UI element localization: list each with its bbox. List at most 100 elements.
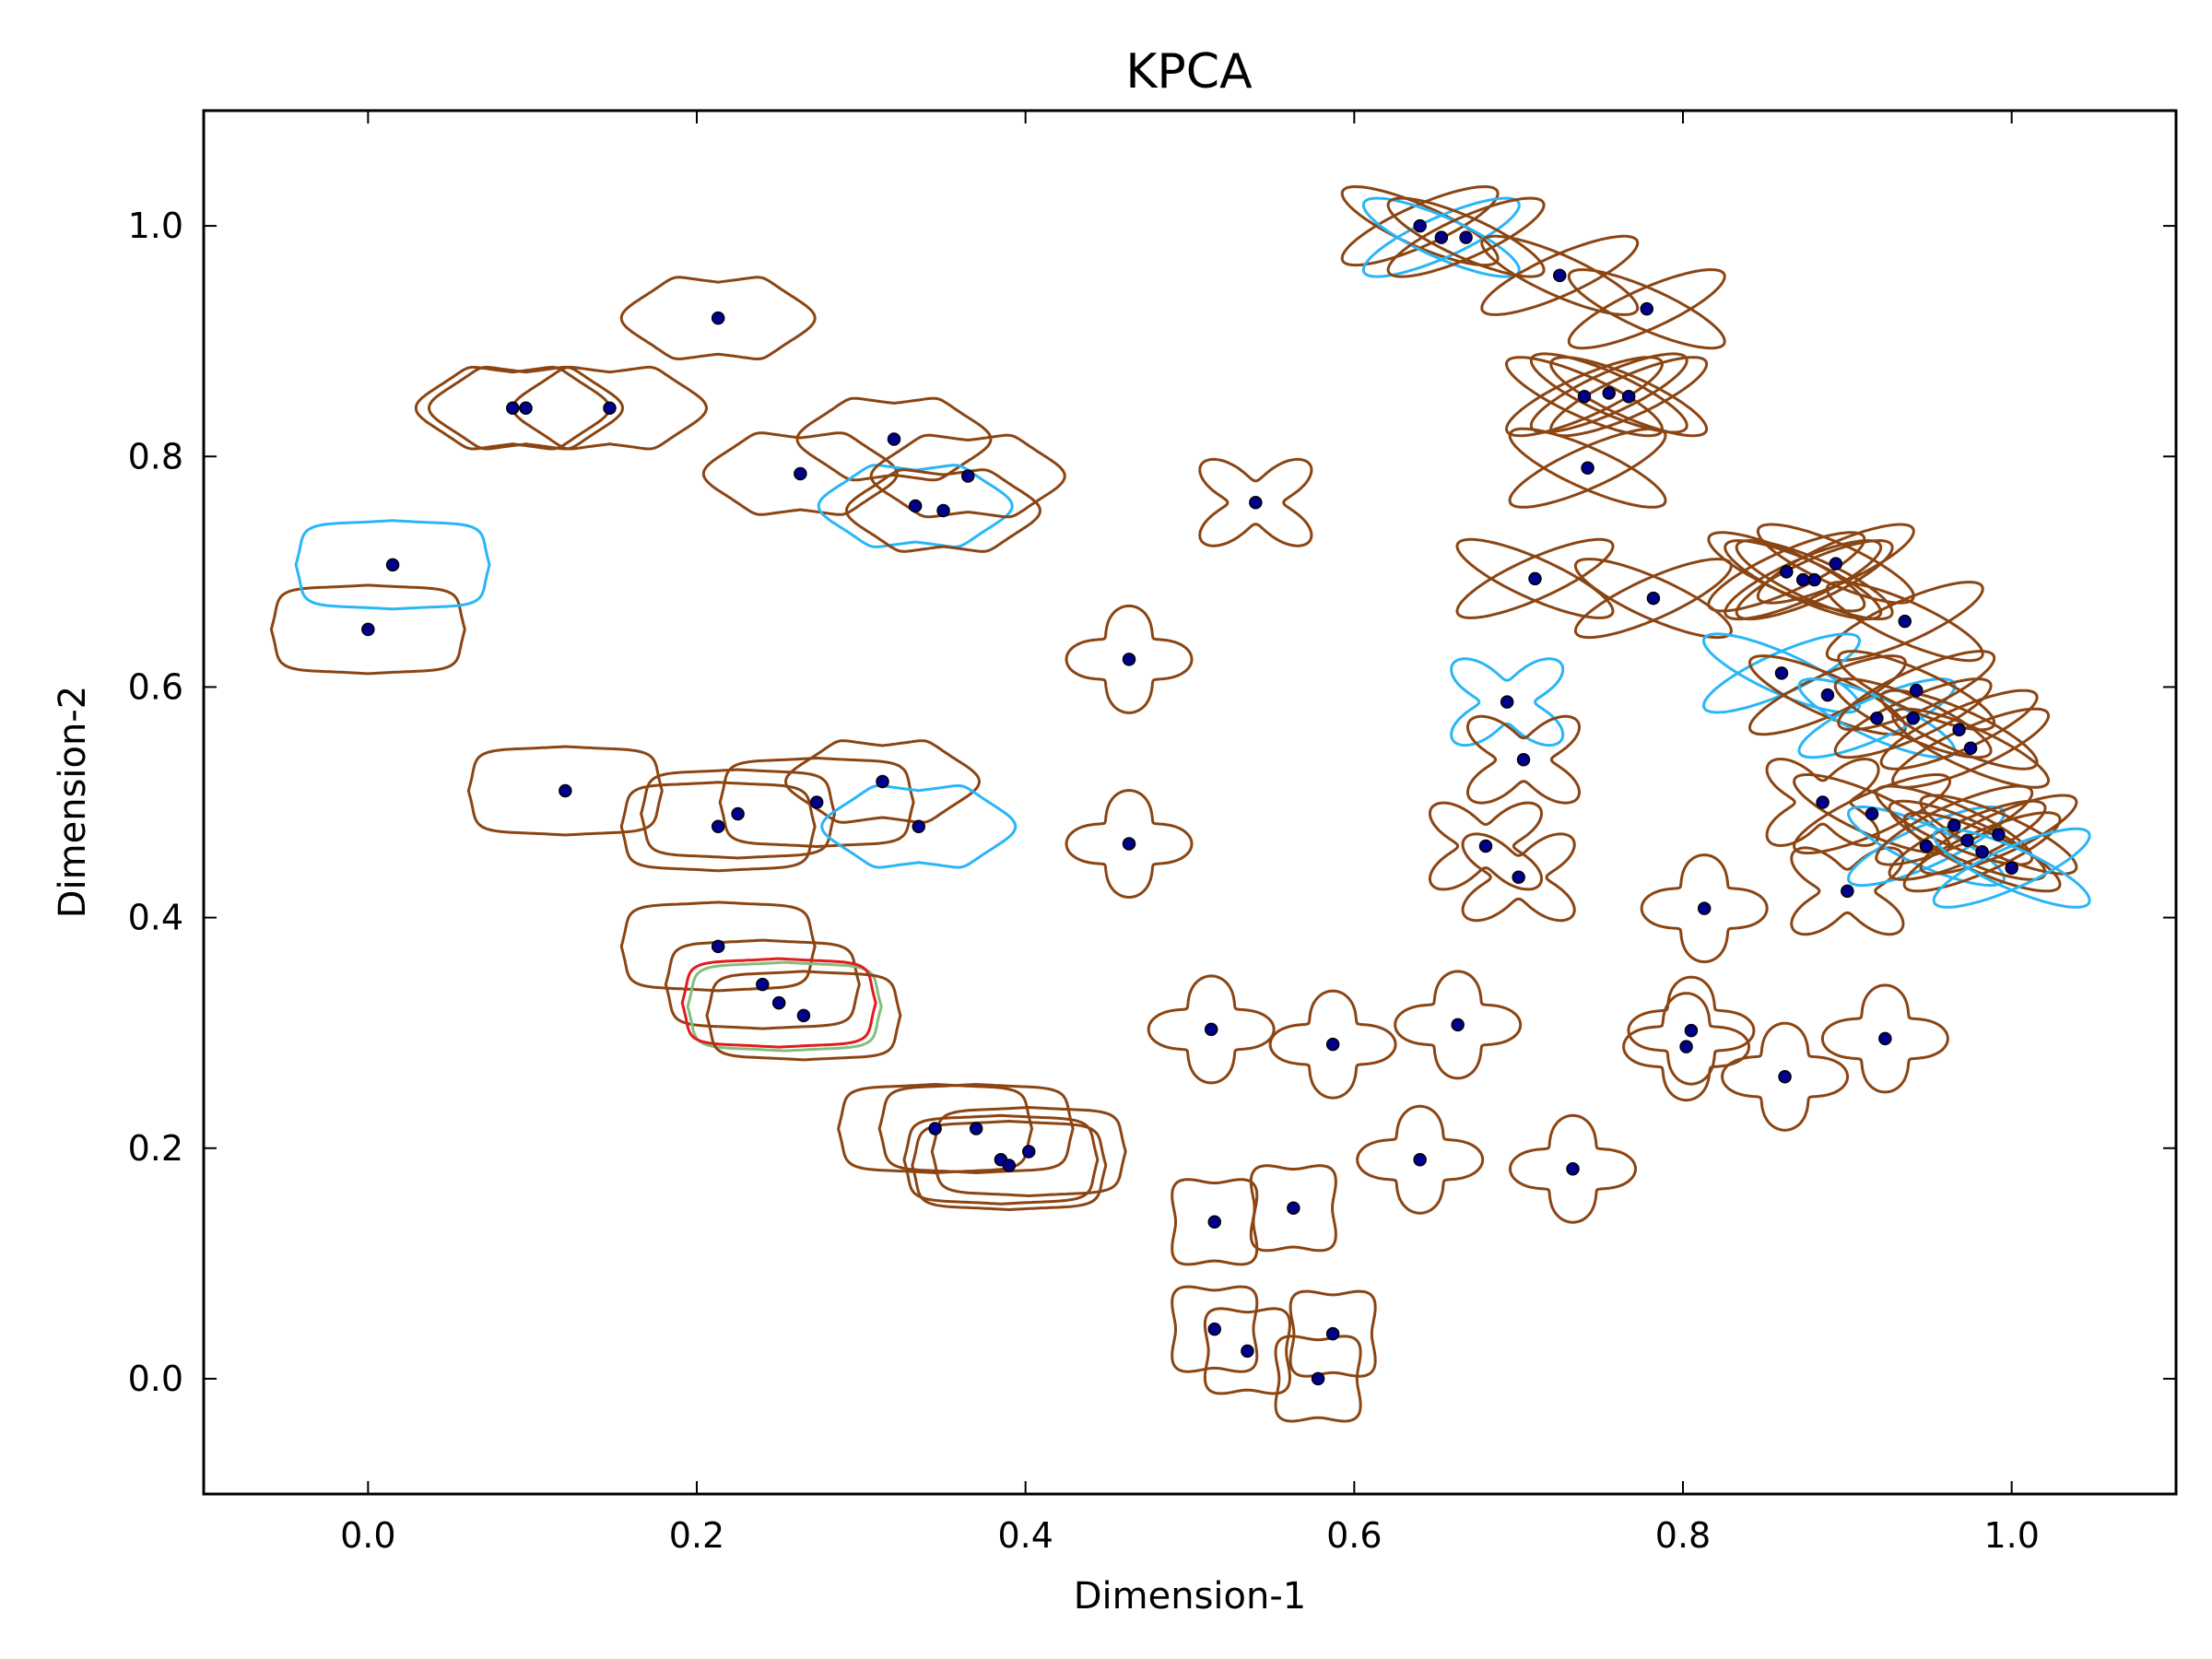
data-point (961, 469, 975, 483)
data-point (385, 558, 400, 572)
point-glyph-outline (1797, 677, 1957, 759)
point-glyph-outline (664, 938, 861, 1030)
data-point (506, 401, 520, 415)
data-point (1640, 301, 1654, 316)
point-glyph-outline (1640, 853, 1769, 964)
point-glyph-outline (820, 784, 1018, 869)
data-point (1434, 230, 1449, 244)
point-glyph-outline (1203, 1307, 1292, 1395)
x-tick-label: 0.8 (1655, 1515, 1711, 1556)
data-point (1778, 1069, 1792, 1084)
data-point (1566, 1162, 1580, 1176)
point-glyph-outline (844, 468, 1042, 553)
point-glyph-outline (869, 433, 1066, 519)
data-point (1553, 268, 1567, 283)
point-glyph-outline (1888, 799, 2047, 881)
data-point (1829, 557, 1843, 571)
data-point (1975, 845, 1989, 859)
data-point (1870, 711, 1884, 725)
point-glyph-outline (902, 1113, 1100, 1206)
data-point (1325, 1037, 1340, 1052)
point-glyph-outline (1833, 677, 1993, 759)
point-glyph-outline (705, 970, 902, 1062)
point-glyph-outline (1508, 1113, 1638, 1224)
point-glyph-outline (619, 781, 817, 873)
point-glyph-outline (1171, 1285, 1259, 1373)
data-point (1577, 389, 1592, 404)
data-point (1207, 1215, 1221, 1230)
point-glyph-outline (1879, 688, 2039, 771)
y-tick-label: 0.8 (128, 436, 183, 477)
point-glyph-outline (1466, 714, 1581, 805)
data-point (1963, 741, 1978, 755)
data-point (711, 819, 725, 834)
point-glyph-outline (619, 276, 817, 361)
data-point (809, 795, 824, 809)
data-point (519, 401, 533, 415)
point-glyph-outline (1065, 788, 1194, 900)
glyph-layer (269, 184, 2091, 1423)
point-glyph-outline (619, 900, 817, 993)
data-point (1774, 666, 1789, 680)
x-tick-label: 1.0 (1983, 1515, 2039, 1556)
data-point (1646, 591, 1661, 606)
data-point (1478, 839, 1493, 853)
data-point (1122, 653, 1136, 666)
point-glyph-outline (701, 431, 899, 516)
chart-title: KPCA (1125, 44, 1253, 100)
point-glyph-outline (1065, 604, 1194, 714)
point-glyph-outline (686, 960, 883, 1053)
x-tick-label: 0.4 (997, 1515, 1053, 1556)
point-glyph-outline (269, 583, 466, 676)
point-glyph-outline (877, 1082, 1075, 1175)
data-point (1581, 461, 1594, 476)
data-point (1820, 688, 1835, 702)
point-glyph-outline (1573, 558, 1733, 640)
point-glyph-outline (930, 1105, 1127, 1198)
data-point (1528, 571, 1542, 586)
data-point (1021, 1145, 1036, 1159)
data-point (1865, 806, 1879, 821)
point-glyph-outline (911, 1119, 1108, 1212)
data-point (1249, 496, 1263, 510)
x-tick-label: 0.6 (1326, 1515, 1382, 1556)
y-tick-label: 0.6 (128, 666, 183, 707)
point-glyph-outline (414, 365, 611, 451)
data-point (1241, 1344, 1254, 1359)
point-glyph-outline (1825, 581, 1984, 663)
data-point (1697, 901, 1712, 915)
data-point (1841, 884, 1854, 899)
data-point (1204, 1022, 1218, 1037)
data-point (1878, 1031, 1892, 1046)
data-point (361, 622, 375, 637)
data-point (1909, 683, 1924, 698)
data-point (1451, 1018, 1465, 1032)
data-point (1960, 833, 1974, 848)
point-glyph-outline (1508, 427, 1667, 509)
point-glyph-outline (1529, 352, 1688, 434)
point-layer (361, 218, 2018, 1386)
point-glyph-outline (1932, 827, 2091, 909)
data-point (1459, 230, 1473, 244)
point-glyph-outline (1450, 657, 1565, 747)
data-point (1413, 218, 1427, 233)
point-glyph-outline (1837, 650, 1996, 732)
data-point (1621, 389, 1636, 404)
y-tick-label: 1.0 (128, 206, 183, 246)
point-glyph-outline (1721, 1021, 1850, 1132)
point-glyph-outline (466, 745, 664, 837)
x-axis: 0.0 0.2 0.4 0.6 0.8 1.0 (340, 111, 2040, 1556)
data-point (1500, 695, 1514, 709)
point-glyph-outline (1756, 523, 1915, 605)
data-point (876, 774, 889, 789)
data-point (796, 1008, 811, 1023)
data-point (711, 311, 725, 325)
plot-frame (202, 109, 2178, 1496)
data-point (771, 995, 786, 1010)
data-point (559, 783, 572, 798)
x-tick-label: 0.0 (340, 1515, 395, 1556)
point-glyph-outline (1627, 975, 1756, 1086)
point-glyph-outline (1249, 1164, 1337, 1253)
data-point (908, 499, 923, 513)
